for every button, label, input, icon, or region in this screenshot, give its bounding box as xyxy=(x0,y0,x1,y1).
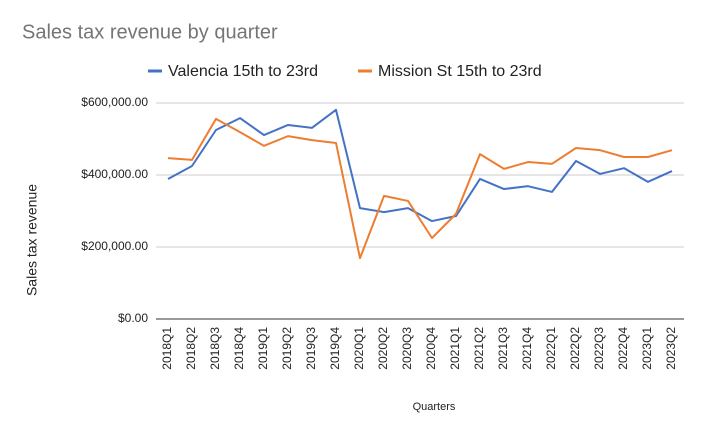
y-tick-label: $200,000.00 xyxy=(81,239,148,253)
x-tick-label: 2022Q1 xyxy=(544,327,558,370)
x-tick-label: 2023Q1 xyxy=(640,327,654,370)
x-tick-label: 2020Q3 xyxy=(400,327,414,370)
y-axis-title: Sales tax revenue xyxy=(24,184,40,296)
series-line xyxy=(167,108,673,223)
x-tick-label: 2018Q4 xyxy=(232,327,246,370)
y-tick-label: $600,000.00 xyxy=(81,95,148,109)
series-line xyxy=(167,117,673,260)
x-tick-label: 2018Q2 xyxy=(184,327,198,370)
x-tick-label: 2023Q2 xyxy=(664,327,678,370)
x-tick-label: 2022Q2 xyxy=(568,327,582,370)
x-tick-label: 2022Q4 xyxy=(616,327,630,370)
y-tick-label: $0.00 xyxy=(118,311,148,325)
x-tick-label: 2019Q4 xyxy=(328,327,342,370)
x-tick-label: 2019Q3 xyxy=(304,327,318,370)
x-tick-label: 2021Q3 xyxy=(496,327,510,370)
x-axis-title: Quarters xyxy=(413,401,456,413)
x-tick-label: 2019Q1 xyxy=(256,327,270,370)
x-tick-label: 2020Q1 xyxy=(352,327,366,370)
x-tick-label: 2019Q2 xyxy=(280,327,294,370)
legend-label: Valencia 15th to 23rd xyxy=(168,63,318,80)
x-tick-label: 2022Q3 xyxy=(592,327,606,370)
x-tick-label: 2021Q2 xyxy=(472,327,486,370)
x-tick-label: 2018Q3 xyxy=(208,327,222,370)
legend-label: Mission St 15th to 23rd xyxy=(378,63,542,80)
x-tick-label: 2020Q4 xyxy=(424,327,438,370)
y-tick-label: $400,000.00 xyxy=(81,167,148,181)
chart-title: Sales tax revenue by quarter xyxy=(22,21,278,43)
x-tick-label: 2021Q1 xyxy=(448,327,462,370)
x-tick-label: 2020Q2 xyxy=(376,327,390,370)
x-tick-label: 2021Q4 xyxy=(520,327,534,370)
x-tick-label: 2018Q1 xyxy=(160,327,174,370)
